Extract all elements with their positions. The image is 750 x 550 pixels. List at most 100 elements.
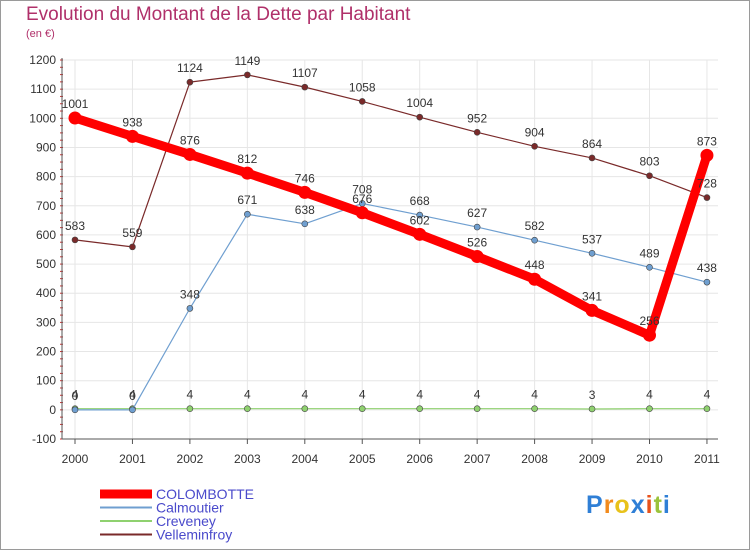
data-point xyxy=(646,172,653,180)
y-tick-label: 700 xyxy=(36,199,56,213)
data-point xyxy=(301,220,309,228)
data-point xyxy=(703,405,711,412)
x-tick-label: 2007 xyxy=(464,452,491,466)
series-line-calmoutier xyxy=(74,202,708,411)
y-tick-label: 900 xyxy=(36,140,56,154)
data-point xyxy=(703,194,711,201)
data-point xyxy=(358,98,366,105)
data-point xyxy=(186,405,194,412)
data-label: 708 xyxy=(352,182,372,196)
data-point xyxy=(416,113,424,121)
data-point xyxy=(588,154,596,162)
data-point xyxy=(71,406,79,414)
x-tick-label: 2003 xyxy=(234,452,261,466)
data-label: 4 xyxy=(244,388,251,402)
logo-letter: i xyxy=(662,491,671,519)
data-label: 3 xyxy=(589,388,596,402)
x-tick-label: 2011 xyxy=(694,452,720,466)
data-point xyxy=(416,211,424,219)
chart-title: Evolution du Montant de la Dette par Hab… xyxy=(26,4,411,25)
data-label: 4 xyxy=(301,388,308,402)
data-label: 526 xyxy=(467,235,487,249)
x-tick-label: 2002 xyxy=(177,452,204,466)
data-label: 1107 xyxy=(292,66,318,80)
y-tick-label: 600 xyxy=(36,228,56,242)
y-tick-label: 1000 xyxy=(29,111,56,125)
data-label: 803 xyxy=(639,155,659,169)
y-tick-label: 0 xyxy=(49,403,56,417)
data-point xyxy=(355,206,369,220)
data-label: 438 xyxy=(697,261,717,275)
data-label: 0 xyxy=(72,389,79,403)
data-label: 728 xyxy=(697,177,717,191)
data-point xyxy=(588,249,596,257)
data-point xyxy=(71,236,79,244)
data-label: 4 xyxy=(474,388,481,402)
data-label: 341 xyxy=(582,289,602,303)
x-tick-label: 2000 xyxy=(62,452,89,466)
data-point xyxy=(183,147,197,161)
logo-letter: t xyxy=(653,491,663,519)
data-label: 1124 xyxy=(177,61,203,75)
y-tick-label: -100 xyxy=(32,432,56,446)
data-label: 938 xyxy=(122,115,142,129)
data-label: 627 xyxy=(467,206,487,220)
data-label: 583 xyxy=(65,219,85,233)
proxiti-logo: Proxiti xyxy=(586,491,671,520)
data-label: 638 xyxy=(295,203,315,217)
logo-letter: i xyxy=(645,491,654,519)
chart-unit: (en €) xyxy=(26,28,55,40)
data-point xyxy=(244,71,251,79)
legend-label: Calmoutier xyxy=(156,500,224,516)
gridlines xyxy=(62,59,718,440)
data-label: 582 xyxy=(525,219,545,233)
data-point xyxy=(125,129,139,143)
data-label: 904 xyxy=(525,125,545,139)
data-point xyxy=(585,303,599,317)
data-label: 1001 xyxy=(62,97,89,111)
data-label: 559 xyxy=(122,226,142,240)
data-label: 4 xyxy=(129,388,136,402)
data-point xyxy=(413,227,427,241)
data-label: 4 xyxy=(187,388,194,402)
logo-letter: r xyxy=(603,491,615,519)
data-point xyxy=(646,405,653,412)
data-label: 602 xyxy=(410,213,430,227)
logo-letter: o xyxy=(614,491,631,519)
data-point xyxy=(531,142,538,150)
data-label: 1149 xyxy=(234,54,260,68)
y-tick-label: 1100 xyxy=(30,82,56,96)
data-label: 4 xyxy=(531,388,538,402)
y-tick-label: 1200 xyxy=(29,53,56,67)
x-tick-label: 2001 xyxy=(119,452,146,466)
y-tick-label: 800 xyxy=(36,170,56,184)
data-point xyxy=(244,405,251,412)
x-tick-label: 2006 xyxy=(406,452,433,466)
data-point xyxy=(129,406,136,414)
x-tick-label: 2009 xyxy=(579,452,606,466)
data-label: 876 xyxy=(180,133,200,147)
data-point xyxy=(646,263,653,271)
data-label: 864 xyxy=(582,137,602,151)
data-point xyxy=(531,236,538,244)
data-label: 256 xyxy=(639,314,659,328)
data-point xyxy=(68,111,82,125)
data-point xyxy=(244,210,251,218)
data-point xyxy=(416,405,424,412)
y-tick-label: 500 xyxy=(36,257,56,271)
data-point xyxy=(703,278,711,286)
data-label: 952 xyxy=(467,111,487,125)
data-point xyxy=(358,405,366,412)
data-point xyxy=(473,129,481,136)
x-tick-label: 2004 xyxy=(291,452,318,466)
x-tick-label: 2005 xyxy=(349,452,376,466)
data-label: 4 xyxy=(359,388,366,402)
data-label: 676 xyxy=(352,192,372,206)
y-tick-label: 400 xyxy=(36,286,56,300)
data-label: 489 xyxy=(639,246,659,260)
data-label: 4 xyxy=(416,388,423,402)
data-label: 4 xyxy=(646,388,653,402)
data-point xyxy=(531,405,538,412)
